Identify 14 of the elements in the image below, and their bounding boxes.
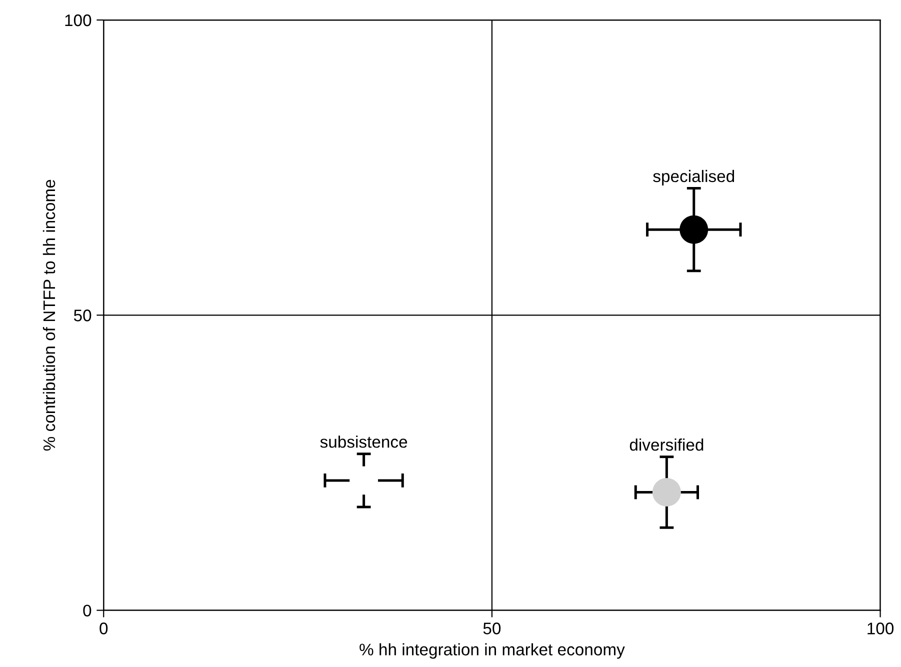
point xyxy=(350,466,378,495)
y-tick-label: 50 xyxy=(74,310,92,322)
annotation: specialised xyxy=(653,170,734,186)
x-tick-label: 50 xyxy=(483,622,501,634)
x-axis-title: % hh integration in market economy xyxy=(360,643,625,659)
x-tick-label: 0 xyxy=(100,622,108,634)
y-tick-label: 100 xyxy=(65,14,92,26)
annotation: diversified xyxy=(630,438,704,451)
y-axis-title: % contribution of NTFP to hh income xyxy=(42,180,56,451)
point xyxy=(652,478,681,506)
x-tick-label: 100 xyxy=(868,622,894,634)
point xyxy=(680,215,708,244)
y-tick-label: 0 xyxy=(83,604,92,617)
annotation: subsistence xyxy=(320,436,408,448)
